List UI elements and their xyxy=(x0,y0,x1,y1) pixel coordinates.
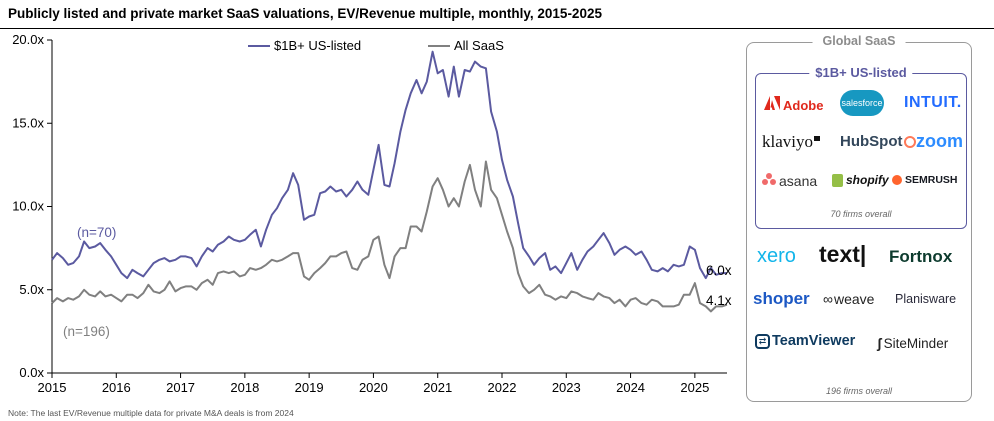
x-tick-label: 2021 xyxy=(423,380,452,395)
x-tick-label: 2025 xyxy=(680,380,709,395)
logo-asana: asana xyxy=(762,172,817,190)
legend-listed-label: $1B+ US-listed xyxy=(274,38,361,53)
adobe-icon xyxy=(764,96,780,115)
subpanel-title: $1B+ US-listed xyxy=(809,65,913,80)
x-tick-label: 2019 xyxy=(295,380,324,395)
x-tick-label: 2023 xyxy=(552,380,581,395)
annotation-all-end-value: 4.1x xyxy=(706,293,732,308)
all-firms-note: 196 firms overall xyxy=(825,386,893,396)
logo-hubspot: HubSpot xyxy=(840,133,917,150)
x-tick-label: 2020 xyxy=(359,380,388,395)
arrows-icon: ⇄ xyxy=(755,333,770,349)
cloud-icon: salesforce xyxy=(840,90,884,116)
annotation-n70: (n=70) xyxy=(77,225,116,240)
x-tick-label: 2022 xyxy=(488,380,517,395)
y-tick-label: 15.0x xyxy=(12,115,44,130)
logo-weave: ∞ weave xyxy=(823,291,875,307)
logo-shoper: shoper xyxy=(753,289,810,308)
logo-shopify: shopify xyxy=(832,173,889,187)
series-line-all-saas xyxy=(51,160,728,313)
x-tick-label: 2018 xyxy=(230,380,259,395)
y-tick-label: 0.0x xyxy=(19,365,44,380)
listed-firms-note: 70 firms overall xyxy=(830,209,892,219)
logo-fortnox: Fortnox xyxy=(889,247,953,266)
infinity-icon: ∞ xyxy=(823,291,833,307)
series-line-listed xyxy=(51,50,727,280)
annotation-listed-end-value: 6.0x xyxy=(706,263,732,278)
flag-icon xyxy=(814,135,820,141)
chart-title: Publicly listed and private market SaaS … xyxy=(8,6,602,21)
s-icon: ʃ xyxy=(877,335,882,351)
logo-adobe: Adobe xyxy=(764,96,823,115)
footnote: Note: The last EV/Revenue multiple data … xyxy=(8,408,294,418)
logo-intuit: INTUIT. xyxy=(904,94,962,111)
dots-icon xyxy=(762,172,776,190)
global-saas-panel: Global SaaS $1B+ US-listed Adobe salesfo… xyxy=(746,34,972,402)
logo-klaviyo: klaviyo xyxy=(762,132,820,152)
legend-all-saas-label: All SaaS xyxy=(454,38,504,53)
title-rule xyxy=(0,28,994,29)
x-tick-label: 2024 xyxy=(616,380,645,395)
panel-title: Global SaaS xyxy=(812,34,906,48)
x-tick-label: 2015 xyxy=(38,380,67,395)
bag-icon xyxy=(832,173,843,187)
logo-xero: xero xyxy=(757,245,796,267)
x-tick-label: 2017 xyxy=(166,380,195,395)
logo-salesforce: salesforce xyxy=(840,90,884,116)
sprocket-icon xyxy=(904,135,917,148)
y-tick-label: 10.0x xyxy=(12,199,44,214)
logo-siteminder: ʃ SiteMinder xyxy=(877,335,949,351)
y-tick-label: 5.0x xyxy=(19,282,44,297)
line-chart: 0.0x 5.0x 10.0x 15.0x 20.0x 2015 2016 2017 2018 2… xyxy=(12,32,732,395)
logo-zoom: zoom xyxy=(916,131,963,151)
logo-planisware: Planisware xyxy=(895,292,957,306)
x-tick-label: 2016 xyxy=(102,380,131,395)
logo-teamviewer: ⇄ TeamViewer xyxy=(755,333,855,349)
listed-subpanel: $1B+ US-listed Adobe salesforce INTUIT. … xyxy=(755,65,967,229)
flame-icon xyxy=(892,175,902,185)
logo-semrush: SEMRUSH xyxy=(892,174,958,186)
y-tick-label: 20.0x xyxy=(12,32,44,47)
logo-text: text| xyxy=(819,241,867,267)
annotation-n196: (n=196) xyxy=(63,324,110,339)
